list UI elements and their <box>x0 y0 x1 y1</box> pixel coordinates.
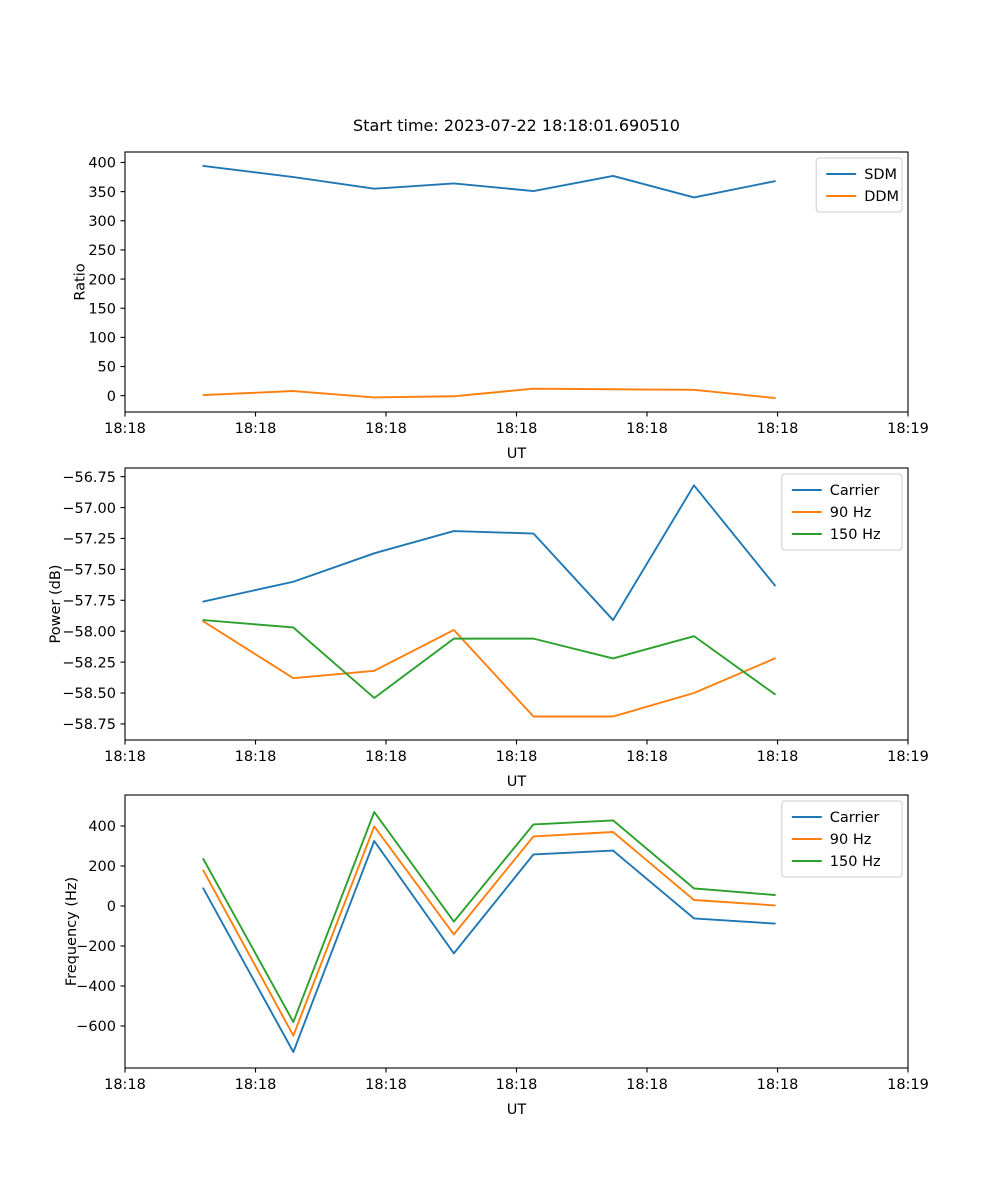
x-tick-label: 18:18 <box>104 1077 146 1093</box>
series-line-sdm <box>202 165 776 199</box>
y-tick-label: −58.75 <box>62 717 116 733</box>
y-tick-label: 50 <box>98 360 116 376</box>
y-tick-label: 350 <box>88 185 116 201</box>
y-tick-label: −56.75 <box>62 470 116 486</box>
series-line-carrier <box>202 484 776 622</box>
legend-label-90-hz: 90 Hz <box>830 832 872 848</box>
legend-label-150-hz: 150 Hz <box>830 527 881 543</box>
legend: Carrier 90 Hz 150 Hz <box>781 800 903 878</box>
x-tick-label: 18:18 <box>496 1077 538 1093</box>
legend-label-ddm: DDM <box>864 189 899 205</box>
y-tick-label: 100 <box>88 331 116 347</box>
x-tick-label: 18:18 <box>104 749 146 765</box>
x-tick-label: 18:18 <box>235 1077 277 1093</box>
y-tick-label: 250 <box>88 243 116 259</box>
y-tick-label: −58.25 <box>62 655 116 671</box>
x-tick-label: 18:18 <box>235 749 277 765</box>
series-line-carrier <box>202 840 776 1053</box>
x-tick-label: 18:18 <box>365 421 407 437</box>
legend-label-sdm: SDM <box>864 167 897 183</box>
legend-box <box>781 800 903 878</box>
x-tick-label: 18:18 <box>365 1077 407 1093</box>
y-axis-label: Frequency (Hz) <box>64 877 80 986</box>
x-tick-label: 18:18 <box>496 749 538 765</box>
x-tick-label: 18:18 <box>104 421 146 437</box>
series-line-90-hz <box>202 825 776 1037</box>
series-line-90-hz <box>202 620 776 718</box>
y-tick-label: 400 <box>88 819 116 835</box>
y-tick-label: −400 <box>76 979 116 995</box>
ratio-panel: Start time: 2023-07-22 18:18:01.690510 18… <box>0 0 1000 462</box>
legend-label-carrier: Carrier <box>830 483 880 499</box>
y-axis-label: Power (dB) <box>48 565 64 644</box>
y-tick-label: 200 <box>88 272 116 288</box>
y-tick-label: −57.00 <box>62 501 116 517</box>
y-tick-label: 300 <box>88 214 116 230</box>
legend: Carrier 90 Hz 150 Hz <box>781 473 903 551</box>
plot-title: Start time: 2023-07-22 18:18:01.690510 <box>353 116 680 135</box>
y-tick-label: 400 <box>88 156 116 172</box>
y-tick-label: −200 <box>76 939 116 955</box>
legend: SDM DDM <box>815 157 903 213</box>
axes-frame <box>124 151 909 413</box>
x-tick-label: 18:18 <box>626 749 668 765</box>
y-tick-label: 200 <box>88 859 116 875</box>
y-tick-label: −58.00 <box>62 624 116 640</box>
x-axis-label: UT <box>507 774 527 790</box>
power-plot-canvas: 18:18 18:18 18:18 18:18 18:18 18:18 18:19 −58.7… <box>48 467 929 790</box>
frequency-panel: 18:18 18:18 18:18 18:18 18:18 18:18 18:19 −600 −… <box>0 770 1000 1118</box>
y-axis-label: Ratio <box>72 263 88 300</box>
ratio-plot-canvas: Start time: 2023-07-22 18:18:01.690510 18… <box>72 116 929 462</box>
x-tick-label: 18:19 <box>887 749 929 765</box>
y-tick-label: 0 <box>107 389 116 405</box>
x-axis-label: UT <box>507 446 527 462</box>
x-tick-label: 18:19 <box>887 1077 929 1093</box>
y-tick-label: 150 <box>88 301 116 317</box>
y-tick-label: 0 <box>107 899 116 915</box>
x-tick-label: 18:18 <box>626 421 668 437</box>
x-tick-label: 18:18 <box>757 1077 799 1093</box>
y-tick-label: −58.50 <box>62 686 116 702</box>
y-tick-label: −600 <box>76 1019 116 1035</box>
x-tick-label: 18:18 <box>626 1077 668 1093</box>
x-tick-label: 18:18 <box>757 749 799 765</box>
x-tick-label: 18:19 <box>887 421 929 437</box>
x-tick-label: 18:18 <box>496 421 538 437</box>
series-line-150-hz <box>202 619 776 699</box>
legend-label-90-hz: 90 Hz <box>830 505 872 521</box>
x-tick-label: 18:18 <box>757 421 799 437</box>
power-panel: 18:18 18:18 18:18 18:18 18:18 18:18 18:19 −58.7… <box>0 440 1000 790</box>
y-tick-label: −57.50 <box>62 563 116 579</box>
x-tick-label: 18:18 <box>365 749 407 765</box>
series-line-ddm <box>202 387 776 399</box>
y-tick-label: −57.75 <box>62 593 116 609</box>
y-tick-label: −57.25 <box>62 532 116 548</box>
legend-box <box>781 473 903 551</box>
legend-label-carrier: Carrier <box>830 810 880 826</box>
legend-label-150-hz: 150 Hz <box>830 854 881 870</box>
legend-box <box>815 157 903 213</box>
series-line-150-hz <box>202 811 776 1023</box>
frequency-plot-canvas: 18:18 18:18 18:18 18:18 18:18 18:18 18:19 −600 −… <box>64 794 929 1118</box>
x-axis-label: UT <box>507 1102 527 1118</box>
x-tick-label: 18:18 <box>235 421 277 437</box>
